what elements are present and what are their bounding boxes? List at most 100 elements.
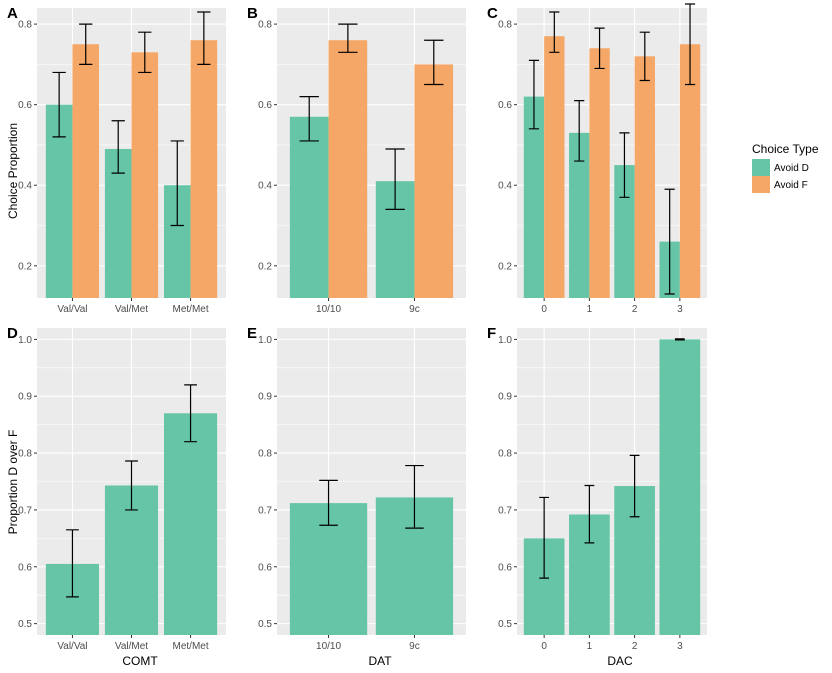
y-tick-label: 1.0 <box>498 335 512 346</box>
bar-avoid-d-val-met <box>104 148 132 298</box>
x-tick-label: 10/10 <box>316 641 341 652</box>
error-bar-avoid-d-3 <box>664 188 675 295</box>
x-tick-label: Val/Met <box>115 641 148 652</box>
error-bar-avoid-f-10-10 <box>338 23 358 53</box>
y-tick-label: 0.6 <box>498 562 512 573</box>
panel-b: 0.2 0.4 0.6 0.8 10/10 9c B <box>247 5 466 315</box>
bar-avoid-d-2 <box>614 165 635 298</box>
legend-swatch-avoid-f <box>752 176 770 193</box>
y-tick-label: 0.8 <box>18 449 32 460</box>
panel-letter: C <box>487 5 498 22</box>
legend-label-avoid-f: Avoid F <box>774 180 808 191</box>
panel-letter: B <box>247 5 258 22</box>
x-tick-label: 1 <box>587 304 593 315</box>
error-bar-avoid-d-10-10 <box>299 96 319 142</box>
error-bar-avoid-d-1 <box>574 100 585 162</box>
bar-avoid-f-9c <box>414 64 454 298</box>
x-tick-label: 0 <box>541 304 547 315</box>
y-tick-label: 0.4 <box>258 181 272 192</box>
y-tick-label: 0.2 <box>18 261 32 272</box>
error-bar-avoid-d-9c <box>385 148 405 210</box>
xlabel-dac: DAC <box>607 654 633 668</box>
error-bar-avoid-f-met-met <box>197 11 211 65</box>
bar-proportion-d-over-f-3 <box>659 339 701 635</box>
bar-avoid-f-1 <box>589 48 610 299</box>
error-bar-proportion-d-over-f-3 <box>674 338 685 341</box>
legend: Choice Type Avoid D Avoid F <box>752 142 819 193</box>
error-bar-avoid-f-2 <box>639 31 650 82</box>
y-tick-label: 0.7 <box>498 505 512 516</box>
x-tick-label: Met/Met <box>173 641 209 652</box>
bar-avoid-f-val-val <box>72 44 100 298</box>
bar-avoid-f-0 <box>544 36 565 298</box>
y-tick-label: 0.6 <box>258 562 272 573</box>
y-tick-label: 0.7 <box>258 505 272 516</box>
error-bar-proportion-d-over-f-0 <box>539 496 550 579</box>
error-bar-avoid-d-2 <box>619 132 630 198</box>
panel-e: 0.5 0.6 0.7 0.8 0.9 1.0 10/10 9c E <box>247 325 466 652</box>
x-tick-label: Val/Val <box>57 304 87 315</box>
error-bar-proportion-d-over-f-val-met <box>125 460 138 511</box>
error-bar-avoid-d-val-met <box>111 120 125 174</box>
error-bar-proportion-d-over-f-2 <box>629 454 640 518</box>
error-bar-avoid-d-val-val <box>52 71 66 138</box>
y-tick-label: 0.8 <box>498 449 512 460</box>
y-tick-label: 0.4 <box>498 181 512 192</box>
bar-proportion-d-over-f-met-met <box>163 413 218 635</box>
bar-avoid-f-met-met <box>190 40 218 298</box>
error-bar-avoid-f-9c <box>424 39 444 86</box>
xlabel-comt: COMT <box>122 654 158 668</box>
x-tick-label: 9c <box>409 641 420 652</box>
y-tick-label: 0.8 <box>498 20 512 31</box>
legend-swatch-avoid-d <box>752 159 770 176</box>
x-tick-label: Met/Met <box>173 304 209 315</box>
y-tick-label: 0.4 <box>18 181 32 192</box>
bar-avoid-f-2 <box>634 56 655 299</box>
panel-letter: A <box>7 5 18 22</box>
bar-avoid-d-0 <box>523 96 545 298</box>
x-tick-label: 0 <box>541 641 547 652</box>
x-tick-label: Val/Val <box>57 641 87 652</box>
y-tick-label: 0.5 <box>18 619 32 630</box>
y-tick-label: 0.8 <box>258 20 272 31</box>
error-bar-avoid-f-0 <box>549 11 560 53</box>
error-bar-proportion-d-over-f-9c <box>405 464 424 529</box>
y-tick-label: 0.2 <box>258 261 272 272</box>
y-tick-label: 0.9 <box>498 392 512 403</box>
error-bar-avoid-d-0 <box>528 59 540 130</box>
y-tick-label: 1.0 <box>18 335 32 346</box>
y-tick-label: 0.7 <box>18 505 32 516</box>
error-bar-proportion-d-over-f-10-10 <box>319 479 338 526</box>
legend-title: Choice Type <box>752 142 819 156</box>
x-tick-label: 1 <box>587 641 593 652</box>
y-tick-label: 1.0 <box>258 335 272 346</box>
y-tick-label: 0.9 <box>258 392 272 403</box>
error-bar-avoid-d-met-met <box>170 140 184 227</box>
y-tick-label: 0.6 <box>18 562 32 573</box>
y-tick-label: 0.6 <box>18 100 32 111</box>
xlabel-dat: DAT <box>368 654 392 668</box>
y-tick-label: 0.8 <box>258 449 272 460</box>
error-bar-avoid-f-val-val <box>79 23 93 65</box>
panel-letter: E <box>247 325 257 342</box>
legend-label-avoid-d: Avoid D <box>774 163 809 174</box>
bar-avoid-f-3 <box>679 44 701 298</box>
ylabel-bottom: Proportion D over F <box>6 430 20 535</box>
bar-avoid-d-1 <box>569 132 590 298</box>
panel-letter: D <box>7 325 18 342</box>
panel-a: 0.2 0.4 0.6 0.8 Val/Val Val/Met Met/Met A <box>7 5 226 315</box>
y-tick-label: 0.5 <box>498 619 512 630</box>
y-tick-label: 0.2 <box>498 261 512 272</box>
error-bar-avoid-f-3 <box>684 3 696 86</box>
y-tick-label: 0.5 <box>258 619 272 630</box>
panel-c: 0.2 0.4 0.6 0.8 0 1 2 3 C <box>487 3 707 315</box>
x-tick-label: 9c <box>409 304 420 315</box>
bar-avoid-f-10-10 <box>328 40 368 298</box>
bar-avoid-d-10-10 <box>289 116 329 298</box>
error-bar-proportion-d-over-f-val-val <box>66 529 79 598</box>
y-tick-label: 0.6 <box>498 100 512 111</box>
y-tick-label: 0.8 <box>18 20 32 31</box>
x-tick-label: Val/Met <box>115 304 148 315</box>
x-tick-label: 3 <box>677 641 683 652</box>
